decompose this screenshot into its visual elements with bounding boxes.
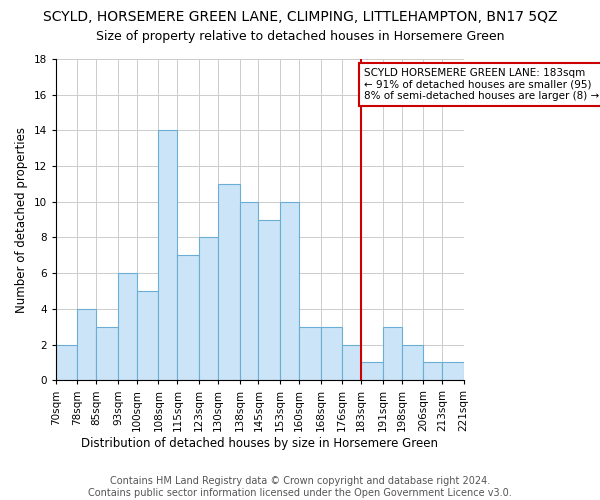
Bar (239, 202, 259, 380)
Bar (442, 362, 464, 380)
Bar (320, 326, 342, 380)
Bar (56, 344, 77, 380)
Bar (97, 326, 118, 380)
Bar (178, 256, 199, 380)
Bar (401, 344, 423, 380)
Bar (137, 291, 158, 380)
Bar (158, 130, 178, 380)
Bar (199, 238, 218, 380)
Y-axis label: Number of detached properties: Number of detached properties (15, 126, 28, 312)
Text: SCYLD, HORSEMERE GREEN LANE, CLIMPING, LITTLEHAMPTON, BN17 5QZ: SCYLD, HORSEMERE GREEN LANE, CLIMPING, L… (43, 10, 557, 24)
Bar (383, 326, 401, 380)
Bar (361, 362, 383, 380)
Bar (299, 326, 320, 380)
Bar (259, 220, 280, 380)
Bar (218, 184, 239, 380)
Text: Contains HM Land Registry data © Crown copyright and database right 2024.
Contai: Contains HM Land Registry data © Crown c… (88, 476, 512, 498)
Bar (77, 309, 97, 380)
Bar (342, 344, 361, 380)
Bar (423, 362, 442, 380)
Bar (118, 273, 137, 380)
Bar (280, 202, 299, 380)
Text: Size of property relative to detached houses in Horsemere Green: Size of property relative to detached ho… (96, 30, 504, 43)
X-axis label: Distribution of detached houses by size in Horsemere Green: Distribution of detached houses by size … (81, 437, 438, 450)
Text: SCYLD HORSEMERE GREEN LANE: 183sqm
← 91% of detached houses are smaller (95)
8% : SCYLD HORSEMERE GREEN LANE: 183sqm ← 91%… (364, 68, 599, 101)
